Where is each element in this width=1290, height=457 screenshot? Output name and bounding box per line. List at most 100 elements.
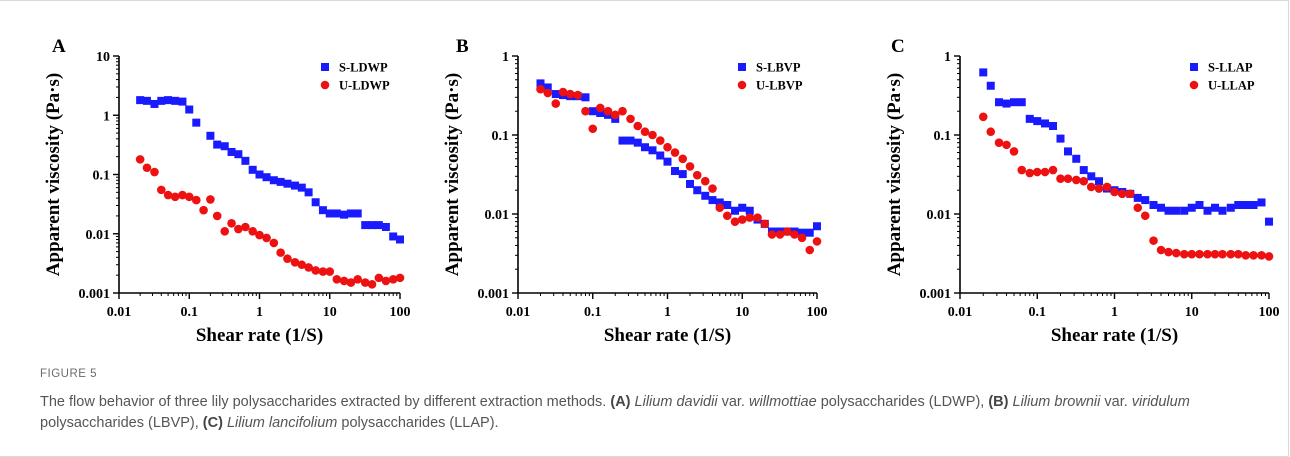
data-point-u-ldwp [227, 219, 236, 228]
data-point-s-ldwp [255, 170, 264, 179]
data-point-u-lbvp [558, 87, 568, 97]
data-point-s-lbvp [686, 179, 695, 188]
data-point-s-llap [1087, 172, 1096, 181]
data-point-s-llap [1009, 98, 1018, 107]
data-point-u-llap [1195, 249, 1204, 259]
data-point-u-ldwp [381, 276, 391, 286]
data-point-u-ldwp [353, 275, 363, 284]
y-tick-label: 0.001 [920, 287, 952, 302]
data-point-s-ldwp [234, 150, 243, 159]
x-tick-label: 0.1 [181, 305, 199, 320]
data-point-s-llap [1002, 99, 1011, 108]
caption-species-b: Lilium brownii [1012, 394, 1101, 410]
legend-label: S-LLAP [1208, 61, 1253, 75]
data-point-u-ldwp [262, 233, 271, 243]
data-point-s-llap [1079, 166, 1088, 175]
data-point-s-lbvp [693, 186, 702, 195]
data-point-u-lbvp [722, 211, 732, 221]
data-point-u-llap [1249, 251, 1258, 260]
data-point-s-ldwp [178, 97, 187, 106]
x-tick-label: 0.01 [107, 305, 132, 320]
caption-species-c: Lilium lancifolium [226, 415, 338, 431]
data-point-u-llap [1048, 165, 1058, 175]
data-point-s-ldwp [227, 147, 236, 156]
y-tick-label: 1 [944, 50, 951, 65]
data-point-u-lbvp [745, 213, 755, 222]
data-point-u-lbvp [581, 106, 590, 116]
data-point-s-llap [1241, 200, 1250, 209]
data-point-u-llap [1125, 189, 1135, 199]
data-point-u-ldwp [212, 211, 222, 221]
data-point-u-llap [1002, 140, 1011, 150]
data-point-u-lbvp [618, 106, 627, 116]
data-point-s-llap [1164, 206, 1173, 215]
data-point-u-lbvp [753, 213, 762, 222]
data-point-s-lbvp [596, 108, 605, 117]
data-point-u-llap [1179, 249, 1189, 259]
data-point-u-ldwp [199, 205, 208, 215]
data-point-u-ldwp [269, 238, 279, 248]
data-point-s-ldwp [136, 96, 145, 105]
x-tick-label: 0.1 [1029, 305, 1047, 320]
data-point-s-ldwp [332, 209, 341, 218]
caption-variety-a: willmottiae [749, 394, 817, 410]
data-point-u-lbvp [640, 127, 650, 137]
data-point-u-ldwp [150, 167, 159, 177]
data-point-s-llap [1157, 203, 1166, 212]
x-tick-label: 100 [390, 305, 411, 320]
data-point-s-lbvp [588, 107, 597, 116]
data-point-s-lbvp [738, 203, 747, 212]
data-point-s-llap [979, 68, 988, 77]
data-point-u-lbvp [812, 237, 822, 246]
data-point-u-ldwp [318, 267, 328, 276]
data-point-u-ldwp [192, 195, 201, 205]
data-point-s-lbvp [701, 191, 710, 200]
data-point-u-llap [1071, 175, 1081, 185]
x-tick-label: 100 [807, 305, 828, 320]
y-tick-label: 0.01 [485, 208, 510, 223]
panel-letter: B [456, 36, 469, 57]
data-point-u-ldwp [255, 230, 264, 240]
data-point-s-llap [1094, 177, 1103, 186]
x-tick-label: 0.01 [948, 305, 973, 320]
y-tick-label: 0.1 [492, 129, 510, 144]
caption-var-a: var. [721, 394, 745, 410]
data-point-s-lbvp [813, 222, 821, 231]
data-point-s-ldwp [206, 131, 215, 140]
data-point-u-ldwp [325, 267, 335, 276]
data-point-u-llap [1210, 249, 1220, 259]
data-point-u-llap [986, 127, 996, 137]
data-point-u-lbvp [551, 99, 561, 108]
data-point-s-lbvp [536, 79, 545, 88]
data-point-s-ldwp [353, 209, 362, 218]
data-point-u-llap [1203, 249, 1212, 259]
data-point-s-lbvp [708, 196, 717, 205]
data-point-u-lbvp [805, 245, 815, 255]
data-point-u-ldwp [297, 260, 307, 270]
data-point-s-llap [1180, 206, 1189, 215]
y-tick-label: 0.01 [927, 208, 952, 223]
caption-rest-b: polysaccharides (LBVP), [40, 415, 199, 431]
data-point-u-llap [1257, 251, 1266, 260]
data-point-s-lbvp [723, 200, 732, 209]
data-point-s-ldwp [262, 173, 271, 182]
data-point-s-lbvp [805, 228, 814, 237]
data-point-s-lbvp [581, 93, 590, 102]
data-point-s-llap [1072, 154, 1081, 163]
x-tick-label: 10 [323, 305, 337, 320]
panel-letter: C [891, 36, 905, 57]
legend-marker [320, 80, 330, 90]
caption-tag-b: (B) [988, 394, 1009, 410]
data-point-s-lbvp [648, 146, 657, 155]
data-point-u-ldwp [374, 273, 384, 283]
data-point-s-llap [1056, 134, 1065, 143]
data-point-u-ldwp [360, 278, 370, 287]
x-axis-title: Shear rate (1/S) [1051, 325, 1178, 346]
data-point-u-ldwp [241, 222, 250, 232]
data-point-u-llap [1102, 182, 1112, 192]
data-point-u-lbvp [573, 90, 583, 100]
data-point-s-ldwp [396, 235, 404, 244]
data-point-s-llap [1265, 217, 1273, 226]
legend-label: S-LDWP [339, 61, 388, 75]
data-point-s-llap [1033, 117, 1042, 126]
